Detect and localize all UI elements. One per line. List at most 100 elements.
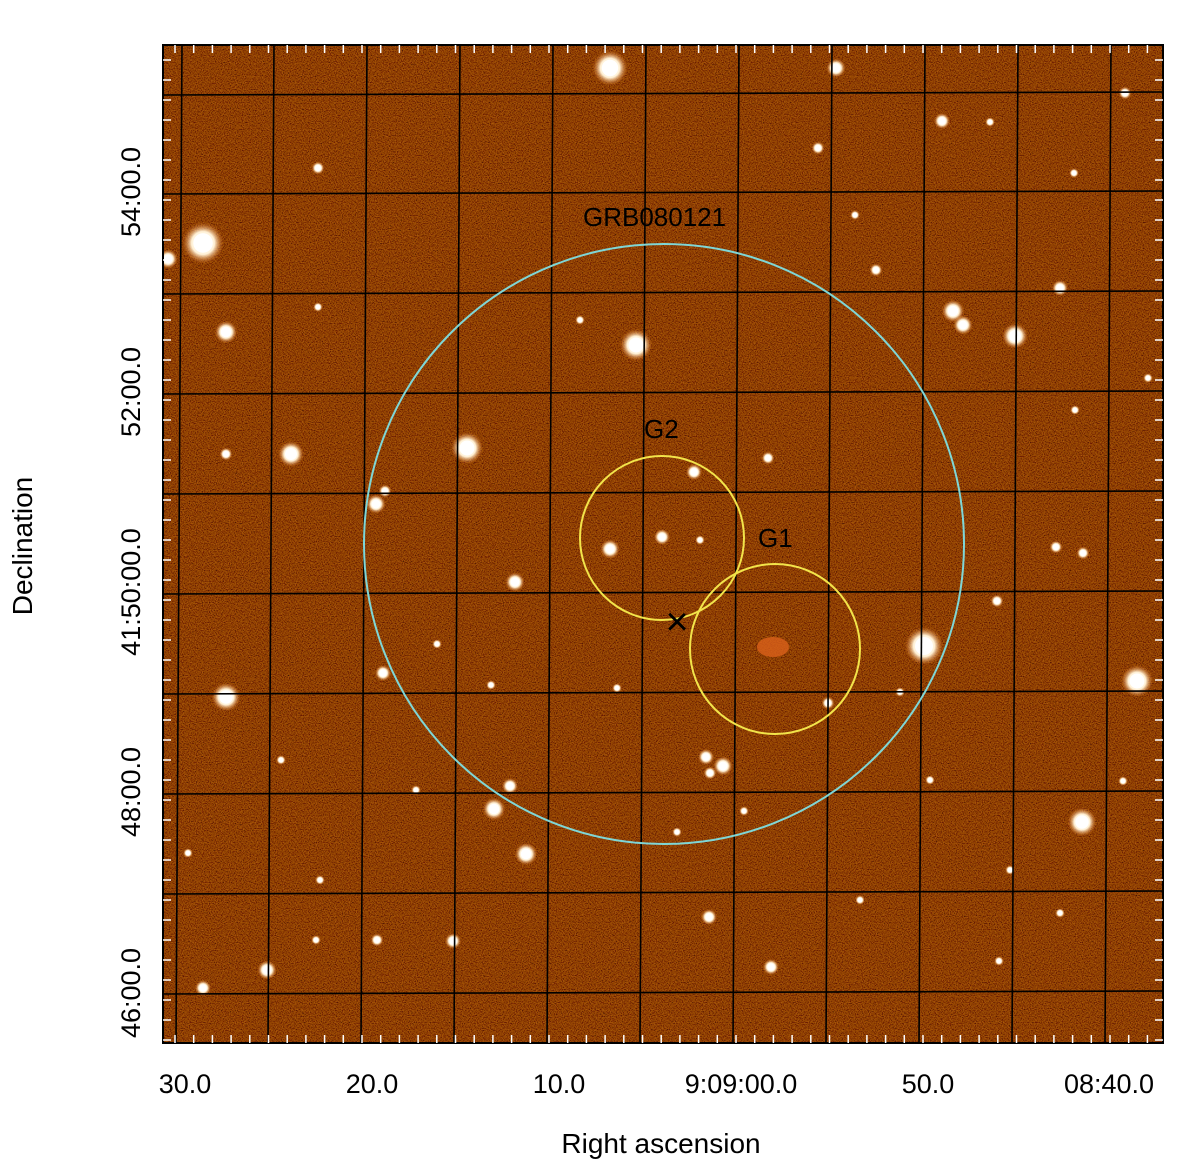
x-tick-label: 20.0 [346,1069,399,1099]
star-core [718,761,728,771]
star-core [690,468,698,476]
star-source [145,615,155,625]
y-tick-label: 41:50:00.0 [116,528,146,656]
star-core [705,913,713,921]
star-core [313,937,319,943]
g1-label: G1 [758,523,793,553]
star-core [510,577,520,587]
star-core [674,829,680,835]
g2-circle [579,455,745,621]
star-core [697,537,703,543]
star-core [831,63,841,73]
y-axis: 46:00.0 48:00.0 41:50:00.0 52:00.0 54:00… [7,147,146,1038]
star-core [1075,815,1089,829]
star-core [488,803,500,815]
tick-marks [163,45,1163,1043]
star-core [815,145,821,151]
grid-line-vertical [546,45,554,1043]
grid-line-vertical [175,45,183,1043]
star-core [614,685,620,691]
star-core [605,544,615,554]
star-core [996,958,1002,964]
grid-line-horizontal [163,690,1163,695]
star-core [223,451,229,457]
star-core [1080,550,1086,556]
star-core [185,850,191,856]
x-tick-label: 9:09:00.0 [685,1069,798,1099]
faint-galaxy [757,637,789,657]
grid-line-vertical [1104,45,1112,1043]
star-core [1009,330,1021,342]
grid-line-horizontal [163,590,1163,595]
grid-line-horizontal [163,290,1163,295]
x-axis: 30.0 20.0 10.0 9:09:00.0 50.0 08:40.0 Ri… [159,1069,1154,1159]
y-tick-label: 52:00.0 [116,347,146,437]
star-core [449,937,457,945]
star-core [520,848,532,860]
star-core [1145,375,1151,381]
x-tick-label: 10.0 [533,1069,586,1099]
grid-line-vertical [453,45,461,1043]
star-core [371,499,381,509]
star-core [857,897,863,903]
annotations: GRB080121 G2 G1 × [363,202,965,845]
x-axis-title: Right ascension [561,1128,760,1159]
grid-line-horizontal [163,190,1163,195]
star-core [987,119,993,125]
grb-label: GRB080121 [583,202,726,232]
position-marker: × [665,600,688,644]
grid-line-vertical [1011,45,1019,1043]
star-core [1057,910,1063,916]
grid-line-vertical [732,45,740,1043]
star-core [285,448,297,460]
star-core [927,777,933,783]
star-core [938,117,946,125]
y-tick-label: 46:00.0 [116,948,146,1038]
star-core [262,965,272,975]
star-core [958,320,968,330]
grid-line-vertical [267,45,275,1043]
g1-circle [689,563,861,735]
grid-line-horizontal [163,91,1163,96]
grid-line-vertical [825,45,833,1043]
star-core [1122,90,1128,96]
star-core [741,808,747,814]
star-core [707,770,713,776]
star-core [379,669,387,677]
star-core [219,690,233,704]
star-core [434,641,440,647]
star-core [199,984,207,992]
y-tick-label: 48:00.0 [116,747,146,837]
star-core [702,753,710,761]
star-core [915,637,933,655]
star-core [382,488,388,494]
star-core [1071,170,1077,176]
star-core [317,877,323,883]
star-core [506,782,514,790]
sky-image [145,45,1163,1043]
grid-line-horizontal [163,790,1163,795]
star-core [278,757,284,763]
grid-line-horizontal [163,390,1163,395]
plot-frame [162,44,1164,1044]
star-core [193,233,213,253]
grid-line-horizontal [163,490,1163,495]
x-tick-label: 30.0 [159,1069,212,1099]
star-core [374,937,380,943]
star-core [994,598,1000,604]
star-core [488,682,494,688]
star-core [315,304,321,310]
star-core [1053,544,1059,550]
star-core [163,254,173,264]
star-core [628,337,644,353]
g2-label: G2 [644,414,679,444]
star-core [577,317,583,323]
star-core [220,326,232,338]
star-core [947,305,959,317]
x-tick-label: 08:40.0 [1064,1069,1154,1099]
star-core [1056,284,1064,292]
star-core [1072,407,1078,413]
star-core [1007,867,1013,873]
grid-line-vertical [918,45,926,1043]
